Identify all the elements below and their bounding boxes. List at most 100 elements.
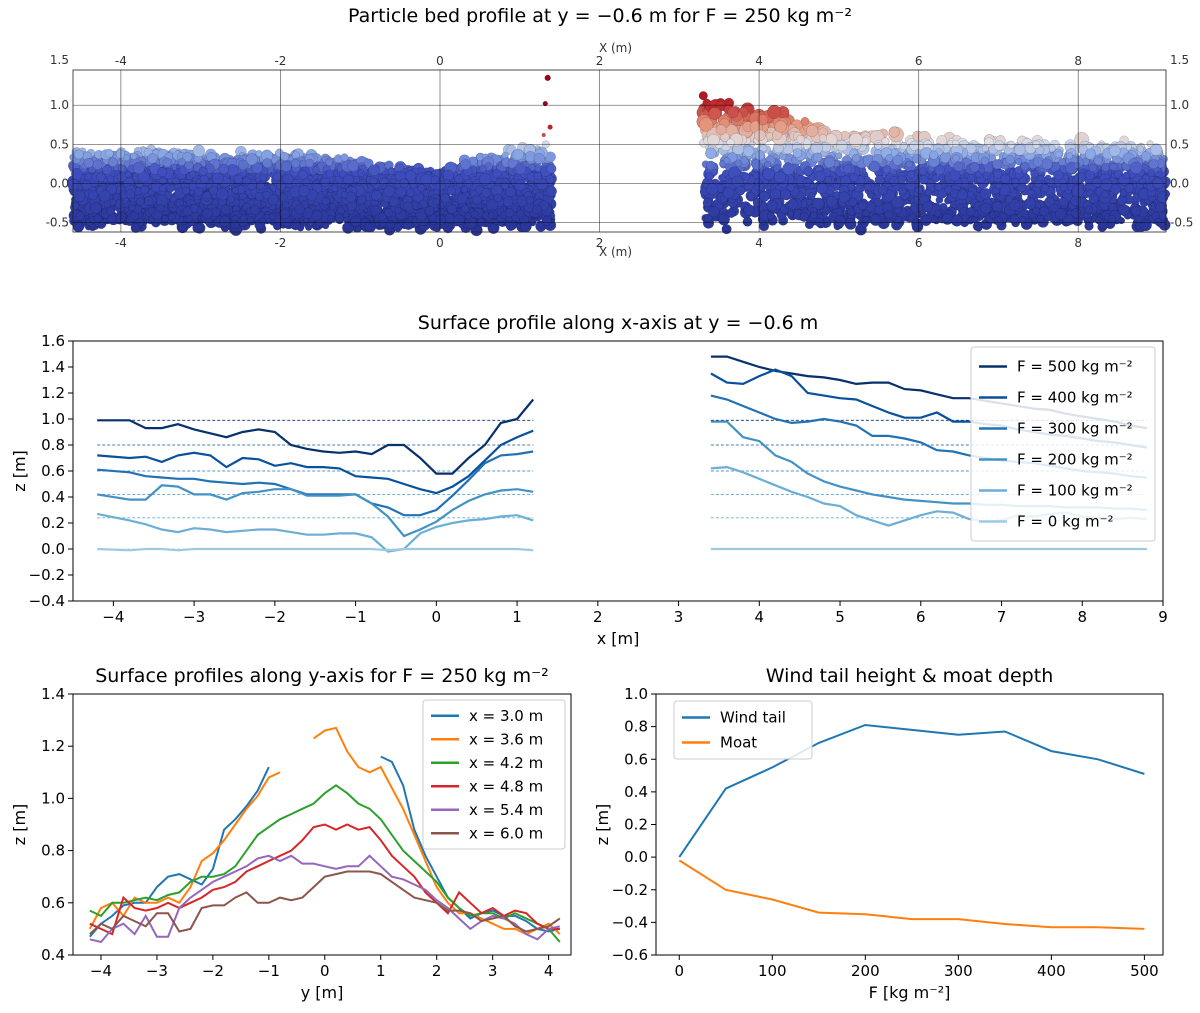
particle bbox=[385, 219, 395, 230]
particle bbox=[156, 204, 165, 213]
particle bbox=[545, 185, 557, 197]
particle bbox=[298, 185, 310, 197]
particle bbox=[185, 215, 193, 223]
particle bbox=[541, 215, 552, 226]
particle bbox=[487, 212, 495, 220]
particle bbox=[525, 195, 535, 205]
particle bbox=[460, 159, 471, 170]
particle bbox=[460, 204, 470, 214]
particle bbox=[166, 184, 175, 193]
particle bbox=[357, 169, 365, 177]
particle bbox=[233, 174, 243, 184]
particle bbox=[115, 213, 125, 224]
particle bbox=[502, 196, 514, 208]
particle bbox=[167, 212, 176, 221]
particle bbox=[93, 214, 102, 223]
particle bbox=[130, 152, 138, 160]
particle bbox=[108, 157, 118, 167]
particle bbox=[371, 190, 382, 201]
particle bbox=[259, 173, 268, 182]
particle bbox=[476, 217, 485, 226]
particle bbox=[125, 189, 136, 200]
particle bbox=[230, 220, 240, 230]
particle bbox=[147, 206, 156, 215]
particle bbox=[81, 180, 92, 191]
particle bbox=[481, 187, 491, 198]
particle bbox=[311, 210, 322, 221]
particle bbox=[102, 165, 112, 175]
particle bbox=[98, 189, 111, 202]
particle bbox=[74, 149, 84, 160]
particle bbox=[471, 194, 482, 205]
particle bbox=[106, 175, 115, 183]
particle bbox=[368, 164, 380, 176]
particle bbox=[336, 206, 345, 215]
particle bbox=[96, 172, 106, 182]
particle bbox=[325, 169, 335, 179]
particle bbox=[335, 213, 345, 223]
particle bbox=[199, 174, 209, 184]
particle bbox=[514, 163, 527, 175]
particle bbox=[140, 185, 150, 195]
particle bbox=[216, 188, 229, 201]
particle bbox=[92, 159, 103, 170]
particle bbox=[132, 161, 145, 175]
particle bbox=[424, 206, 435, 216]
particle bbox=[294, 204, 305, 215]
particle bbox=[147, 153, 158, 164]
particle bbox=[218, 215, 231, 227]
particle bbox=[383, 185, 395, 197]
particle bbox=[290, 220, 301, 231]
particle bbox=[114, 199, 125, 209]
particle bbox=[504, 208, 515, 218]
particles bbox=[67, 74, 1171, 237]
particle bbox=[437, 208, 445, 216]
particle bbox=[304, 223, 313, 231]
particle bbox=[403, 201, 413, 212]
particle bbox=[387, 167, 396, 175]
particle bbox=[353, 176, 360, 183]
particle bbox=[305, 158, 314, 168]
particle bbox=[211, 172, 224, 185]
particle bbox=[192, 144, 205, 157]
particle bbox=[470, 210, 479, 219]
particle bbox=[516, 209, 526, 219]
particle bbox=[72, 221, 85, 233]
particle bbox=[350, 215, 362, 227]
particle bbox=[545, 174, 555, 184]
particle bbox=[218, 163, 229, 175]
bed-title: Particle bed profile at y = −0.6 m for F… bbox=[348, 5, 852, 27]
particle bbox=[75, 211, 85, 221]
particle bbox=[500, 181, 509, 190]
particle bbox=[533, 171, 542, 181]
particle bbox=[103, 200, 112, 208]
particle bbox=[338, 170, 347, 178]
particle bbox=[115, 149, 126, 159]
particle bbox=[454, 174, 464, 184]
particle bbox=[464, 212, 472, 220]
particle bbox=[460, 185, 469, 194]
particle bbox=[493, 193, 503, 203]
particle bbox=[88, 190, 99, 201]
particle bbox=[259, 217, 267, 225]
particle bbox=[181, 186, 190, 195]
particle bbox=[440, 193, 451, 203]
particle bbox=[721, 224, 732, 235]
particle bbox=[83, 157, 94, 169]
particle-bed-panel: Particle bed profile at y = −0.6 m for F… bbox=[46, 5, 1194, 259]
particle bbox=[279, 208, 290, 219]
particle bbox=[250, 205, 260, 215]
particle bbox=[130, 211, 139, 221]
particle bbox=[117, 164, 126, 172]
particle bbox=[232, 186, 240, 194]
particle bbox=[368, 176, 378, 186]
particle bbox=[321, 197, 330, 206]
particle bbox=[237, 159, 249, 171]
particle bbox=[159, 184, 167, 193]
particle bbox=[192, 223, 203, 234]
particle bbox=[395, 186, 407, 198]
particle bbox=[269, 212, 277, 221]
particle bbox=[533, 152, 545, 165]
particle bbox=[73, 190, 86, 202]
particle bbox=[492, 168, 502, 179]
